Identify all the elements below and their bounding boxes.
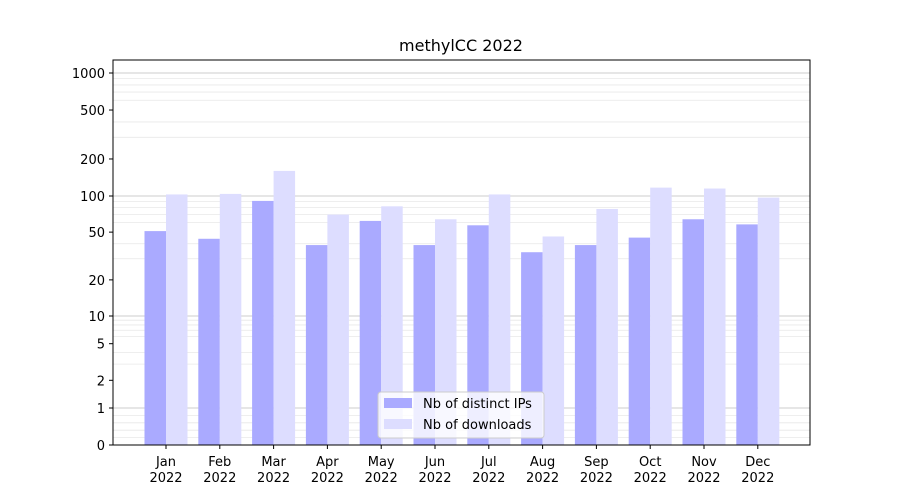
x-tick-year: 2022 [257, 471, 290, 486]
bar-downloads [327, 214, 349, 445]
y-tick-label: 100 [80, 190, 105, 205]
x-tick-year: 2022 [634, 471, 667, 486]
x-tick-year: 2022 [149, 471, 182, 486]
x-tick-label: Jul 2022 [472, 455, 505, 486]
y-tick-label: 500 [80, 104, 105, 119]
x-tick-label: Sep 2022 [580, 455, 613, 486]
x-tick-year: 2022 [526, 471, 559, 486]
x-tick-month: Jan [155, 455, 176, 470]
bar-distinct-ips [574, 245, 597, 445]
bar-downloads [488, 194, 511, 445]
bar-downloads [596, 208, 618, 445]
bar-downloads [704, 188, 726, 445]
bar-distinct-ips [252, 200, 274, 445]
bar-distinct-ips [736, 224, 758, 445]
x-tick-label: Dec 2022 [741, 455, 774, 486]
y-tick-label: 50 [88, 226, 105, 241]
plot-frame [112, 59, 811, 446]
x-tick-month: Jul [480, 455, 497, 470]
y-tick-label: 1 [97, 402, 105, 417]
x-tick-month: Apr [316, 455, 339, 470]
legend: Nb of distinct IPs Nb of downloads [377, 391, 545, 439]
x-tick-year: 2022 [580, 471, 613, 486]
bar-distinct-ips [682, 219, 704, 445]
x-tick-month: Dec [745, 455, 770, 470]
bar-distinct-ips [305, 245, 328, 445]
x-tick-label: Jan 2022 [149, 455, 182, 486]
bar-distinct-ips [198, 238, 220, 445]
x-tick-month: Oct [639, 455, 661, 470]
legend-swatch [384, 419, 412, 429]
y-tick-label: 5 [97, 338, 105, 353]
x-tick-month: May [368, 455, 395, 470]
x-tick-label: Oct 2022 [634, 455, 667, 486]
x-tick-label: Mar 2022 [257, 455, 290, 486]
x-tick-month: Jun [424, 455, 445, 470]
bar-distinct-ips [467, 225, 489, 445]
y-tick-label: 2 [97, 374, 105, 389]
bar-distinct-ips [628, 237, 651, 445]
bar-downloads [273, 170, 296, 445]
x-tick-year: 2022 [311, 471, 344, 486]
legend-swatch [384, 398, 412, 408]
x-tick-month: Mar [261, 455, 286, 470]
x-tick-year: 2022 [203, 471, 236, 486]
x-tick-year: 2022 [472, 471, 505, 486]
legend-label: Nb of distinct IPs [423, 397, 532, 412]
x-tick-month: Sep [584, 455, 609, 470]
x-tick-label: Jun 2022 [418, 455, 451, 486]
chart-title: methylCC 2022 [399, 36, 523, 55]
x-tick-year: 2022 [741, 471, 774, 486]
bar-downloads [757, 197, 780, 445]
bar-downloads [381, 206, 403, 445]
bar-distinct-ips [359, 220, 382, 445]
x-tick-label: Nov 2022 [687, 455, 720, 486]
x-tick-year: 2022 [418, 471, 451, 486]
legend-box [377, 391, 545, 439]
y-tick-label: 20 [88, 274, 105, 289]
x-tick-month: Nov [691, 455, 717, 470]
y-tick-label: 10 [88, 310, 105, 325]
y-tick-label: 200 [80, 153, 105, 168]
x-tick-month: Aug [530, 455, 555, 470]
bar-downloads [219, 193, 242, 445]
x-tick-label: Feb 2022 [203, 455, 236, 486]
bar-distinct-ips [144, 231, 166, 445]
y-tick-label: 0 [97, 439, 105, 454]
x-tick-label: Apr 2022 [311, 455, 344, 486]
bar-downloads [542, 236, 565, 445]
bar-downloads [650, 187, 672, 445]
legend-label: Nb of downloads [423, 418, 532, 433]
bar-downloads [435, 219, 457, 445]
y-tick-label: 1000 [72, 67, 105, 82]
x-tick-year: 2022 [365, 471, 398, 486]
x-tick-month: Feb [208, 455, 231, 470]
bar-downloads [166, 194, 188, 445]
x-tick-label: Aug 2022 [526, 455, 559, 486]
x-tick-year: 2022 [687, 471, 720, 486]
x-tick-label: May 2022 [365, 455, 398, 486]
y-axis: 0 1 2 5 10 20 50 100 200 500 1000 [72, 67, 113, 454]
